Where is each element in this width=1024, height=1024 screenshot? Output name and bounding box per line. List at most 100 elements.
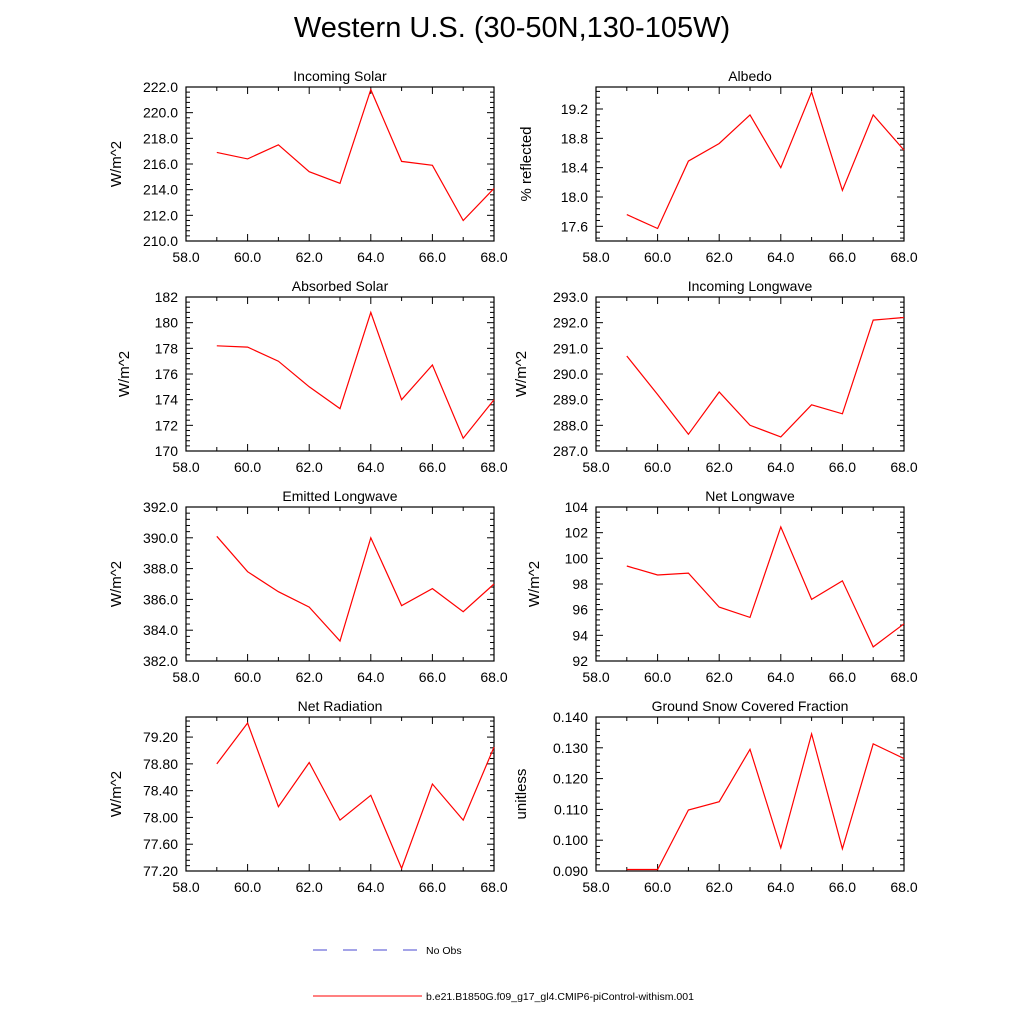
x-tick-label: 58.0: [172, 669, 199, 685]
y-tick-label: 17.6: [561, 218, 588, 234]
x-tick-label: 60.0: [644, 879, 671, 895]
x-tick-label: 66.0: [829, 459, 856, 475]
x-tick-label: 68.0: [480, 879, 507, 895]
panel-1: Incoming Solar W/m^2 58.0 60.0 62.0 64.0 66.0 6…: [108, 68, 508, 265]
y-axis-label: W/m^2: [108, 141, 125, 187]
series-line: [216, 535, 495, 643]
x-tick-label: 66.0: [419, 249, 446, 265]
x-tick-label: 62.0: [706, 879, 733, 895]
y-tick-label: 92: [572, 653, 588, 669]
x-tick-label: 58.0: [582, 879, 609, 895]
y-tick-label: 94: [572, 627, 588, 643]
y-tick-label: 218.0: [143, 130, 178, 146]
legend-label: b.e21.B1850G.f09_g17_gl4.CMIP6-piControl…: [426, 991, 694, 1003]
x-tick-label: 62.0: [296, 459, 323, 475]
x-tick-label: 68.0: [480, 669, 507, 685]
y-axis-label: W/m^2: [526, 561, 543, 607]
y-axis-label: W/m^2: [513, 351, 530, 397]
x-tick-label: 68.0: [890, 249, 917, 265]
y-tick-label: 390.0: [143, 530, 178, 546]
x-tick-label: 68.0: [890, 459, 917, 475]
y-tick-label: 0.110: [554, 801, 588, 817]
x-tick-label: 62.0: [296, 879, 323, 895]
y-tick-label: 289.0: [553, 392, 588, 408]
panel-title: Incoming Longwave: [688, 278, 813, 294]
x-tick-label: 62.0: [706, 459, 733, 475]
x-tick-label: 66.0: [419, 459, 446, 475]
x-tick-label: 62.0: [706, 249, 733, 265]
x-tick-label: 66.0: [829, 879, 856, 895]
x-tick-label: 64.0: [357, 879, 384, 895]
y-tick-label: 290.0: [553, 366, 588, 382]
y-tick-label: 182: [155, 289, 179, 305]
x-tick-label: 60.0: [234, 459, 261, 475]
x-tick-label: 66.0: [419, 669, 446, 685]
x-tick-label: 64.0: [357, 459, 384, 475]
panel-title: Absorbed Solar: [292, 278, 389, 294]
plot-frame: [185, 296, 495, 452]
y-tick-label: 18.4: [561, 160, 588, 176]
x-tick-label: 60.0: [234, 249, 261, 265]
panel-title: Emitted Longwave: [282, 488, 397, 504]
y-tick-label: 386.0: [143, 591, 178, 607]
y-tick-label: 293.0: [553, 289, 588, 305]
panel-5: Emitted Longwave W/m^2 58.0 60.0 62.0 64.0 66.…: [108, 488, 508, 685]
x-tick-label: 68.0: [480, 249, 507, 265]
x-tick-label: 64.0: [767, 669, 794, 685]
x-tick-label: 66.0: [419, 879, 446, 895]
panel-2: Albedo % reflected 58.0 60.0 62.0 64.0 66.0 68.…: [518, 68, 918, 265]
x-tick-label: 58.0: [172, 459, 199, 475]
y-tick-label: 288.0: [553, 417, 588, 433]
legend: No Obs b.e21.B1850G.f09_g17_gl4.CMIP6-piC…: [313, 945, 694, 1003]
plot-frame: [595, 506, 905, 662]
plot-frame: [185, 716, 495, 872]
y-tick-label: 98: [572, 576, 588, 592]
figure-title: Western U.S. (30-50N,130-105W): [293, 12, 731, 44]
x-tick-label: 68.0: [480, 459, 507, 475]
series-line: [216, 721, 495, 870]
plot-frame: [185, 506, 495, 662]
panel-title: Ground Snow Covered Fraction: [652, 698, 849, 714]
y-tick-label: 214.0: [143, 182, 178, 198]
series-line: [626, 731, 905, 871]
x-tick-label: 64.0: [767, 459, 794, 475]
y-tick-label: 220.0: [143, 105, 178, 121]
y-axis-label: % reflected: [518, 126, 535, 201]
y-tick-label: 104: [565, 499, 589, 515]
x-tick-label: 62.0: [706, 669, 733, 685]
y-tick-label: 77.60: [143, 836, 178, 852]
x-tick-label: 62.0: [296, 249, 323, 265]
y-tick-label: 392.0: [143, 499, 178, 515]
panel-title: Net Longwave: [705, 488, 795, 504]
y-tick-label: 210.0: [143, 233, 178, 249]
panel-title: Albedo: [728, 68, 772, 84]
x-tick-label: 60.0: [234, 879, 261, 895]
x-tick-label: 68.0: [890, 669, 917, 685]
x-tick-label: 66.0: [829, 669, 856, 685]
y-tick-label: 384.0: [143, 622, 178, 638]
y-tick-label: 292.0: [553, 315, 588, 331]
panel-7: Net Radiation W/m^2 58.0 60.0 62.0 64.0 66.0 68…: [108, 698, 508, 895]
series-line: [626, 316, 905, 438]
y-tick-label: 0.130: [553, 740, 588, 756]
y-tick-label: 0.100: [553, 832, 588, 848]
x-tick-label: 58.0: [582, 459, 609, 475]
x-tick-label: 64.0: [767, 249, 794, 265]
series-line: [216, 310, 495, 440]
panel-8: Ground Snow Covered Fraction unitless 58.0…: [513, 698, 918, 895]
panel-title: Incoming Solar: [293, 68, 387, 84]
x-tick-label: 58.0: [172, 879, 199, 895]
panel-title: Net Radiation: [298, 698, 383, 714]
y-tick-label: 0.140: [553, 709, 588, 725]
y-tick-label: 174: [155, 392, 179, 408]
x-tick-label: 58.0: [582, 669, 609, 685]
x-tick-label: 68.0: [890, 879, 917, 895]
y-tick-label: 172: [155, 417, 179, 433]
panel-6: Net Longwave W/m^2 58.0 60.0 62.0 64.0 66.0 68.…: [526, 488, 918, 685]
series-line: [626, 525, 905, 648]
y-tick-label: 222.0: [143, 79, 178, 95]
y-tick-label: 0.090: [553, 863, 588, 879]
y-tick-label: 291.0: [553, 340, 588, 356]
